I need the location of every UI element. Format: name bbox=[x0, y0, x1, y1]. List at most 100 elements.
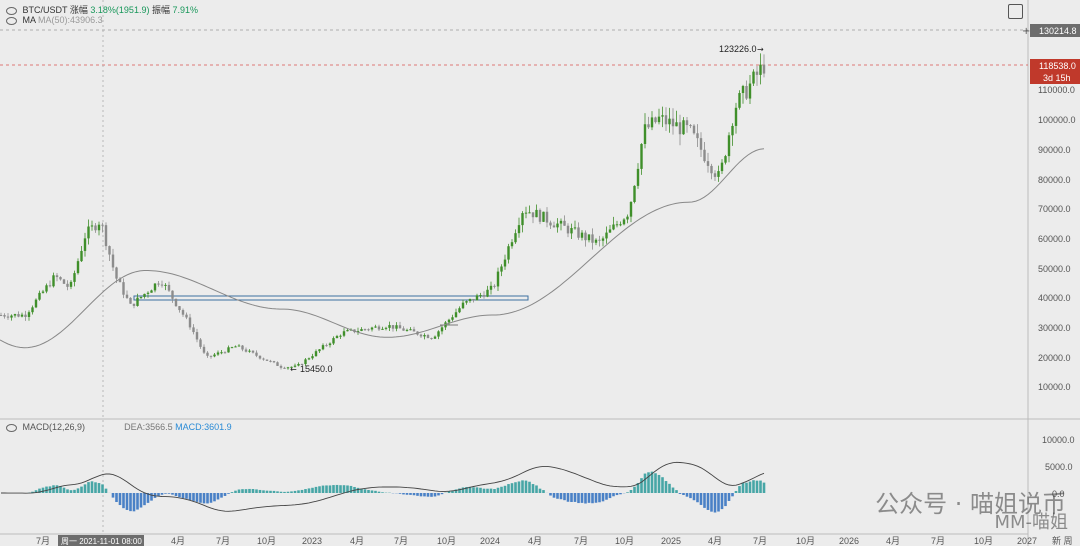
time-label: 7月 bbox=[753, 536, 767, 546]
macd-bar bbox=[601, 493, 605, 502]
candle-body bbox=[402, 328, 405, 331]
macd-bar bbox=[430, 493, 433, 497]
candle-body bbox=[286, 367, 290, 369]
macd-bar bbox=[661, 477, 664, 493]
macd-bar bbox=[328, 485, 332, 493]
macd-bar bbox=[454, 489, 458, 493]
candle-body bbox=[290, 366, 293, 368]
macd-bar bbox=[626, 492, 629, 493]
macd-bar bbox=[559, 493, 563, 500]
macd-bar bbox=[636, 483, 640, 493]
candle-body bbox=[388, 325, 391, 328]
candle-body bbox=[31, 307, 34, 313]
macd-bar bbox=[311, 487, 314, 493]
candle-body bbox=[174, 298, 178, 307]
candle-body bbox=[129, 297, 132, 304]
candle-body bbox=[454, 312, 458, 318]
macd-bar bbox=[657, 474, 661, 493]
candle-body bbox=[633, 185, 636, 202]
macd-bar bbox=[531, 484, 535, 493]
macd-bar bbox=[717, 493, 720, 512]
candle-body bbox=[153, 283, 157, 291]
candle-body bbox=[346, 330, 349, 332]
candle-body bbox=[101, 224, 104, 226]
candle-body bbox=[580, 232, 584, 238]
macd-bar bbox=[699, 493, 703, 505]
candle-body bbox=[276, 362, 279, 366]
candle-body bbox=[45, 285, 48, 292]
macd-bar bbox=[62, 487, 66, 493]
candle-body bbox=[556, 223, 559, 228]
macd-bar bbox=[640, 478, 643, 493]
candle-body bbox=[647, 124, 650, 128]
candle-body bbox=[332, 338, 335, 344]
macd-bar bbox=[237, 489, 241, 493]
macd-bar bbox=[521, 480, 524, 493]
macd-bar bbox=[671, 487, 675, 493]
macd-bar bbox=[738, 486, 741, 493]
candle-body bbox=[570, 228, 573, 234]
eye-icon[interactable] bbox=[6, 423, 17, 432]
candle-body bbox=[619, 224, 622, 226]
eye-icon[interactable] bbox=[6, 16, 17, 25]
candle-body bbox=[675, 122, 678, 127]
macd-bar bbox=[710, 493, 713, 512]
price-tick: 70000.0 bbox=[1038, 204, 1071, 214]
candle-body bbox=[752, 71, 755, 84]
macd-bar bbox=[734, 491, 738, 493]
candle-body bbox=[741, 86, 745, 94]
macd-bar bbox=[129, 493, 132, 512]
candle-body bbox=[20, 314, 24, 317]
fullscreen-icon[interactable] bbox=[1008, 4, 1023, 19]
candle-body bbox=[209, 355, 213, 357]
macd-bar bbox=[293, 490, 297, 493]
macd-bar bbox=[629, 489, 633, 493]
candle-body bbox=[0, 315, 3, 317]
candle-body bbox=[654, 117, 657, 123]
macd-bar bbox=[402, 493, 405, 495]
macd-bar bbox=[615, 493, 619, 496]
macd-bar bbox=[94, 482, 97, 493]
macd-bar bbox=[556, 493, 559, 499]
macd-bar bbox=[55, 485, 59, 493]
macd-header: MACD(12,26,9) DEA:3566.5 MACD:3601.9 bbox=[6, 422, 232, 432]
macd-bar bbox=[500, 486, 503, 493]
candle-body bbox=[538, 209, 542, 222]
macd-bar bbox=[727, 493, 731, 501]
candle-body bbox=[738, 93, 741, 108]
macd-bar bbox=[451, 490, 454, 493]
symbol-header: BTC/USDT 涨幅 3.18%(1951.9) 振幅 7.91% bbox=[6, 3, 198, 16]
candle-body bbox=[339, 335, 342, 337]
time-label: 10月 bbox=[257, 536, 276, 546]
candle-body bbox=[97, 224, 101, 231]
candle-body bbox=[626, 216, 629, 220]
macd-bar bbox=[405, 493, 409, 495]
macd-bar bbox=[115, 493, 118, 503]
macd-bar bbox=[706, 493, 710, 510]
candle-body bbox=[115, 267, 118, 279]
macd-bar bbox=[143, 493, 146, 506]
candle-body bbox=[440, 327, 444, 332]
candle-body bbox=[237, 345, 241, 347]
candle-body bbox=[164, 284, 167, 286]
eye-icon[interactable] bbox=[6, 6, 17, 15]
macd-bar bbox=[668, 483, 671, 493]
macd-bar bbox=[136, 493, 139, 510]
macd-bar bbox=[461, 487, 465, 493]
macd-bar bbox=[290, 491, 293, 493]
candle-body bbox=[668, 118, 671, 125]
candle-body bbox=[279, 365, 283, 368]
macd-bar bbox=[258, 489, 262, 493]
change-value: 3.18%(1951.9) bbox=[90, 5, 150, 15]
macd-bar bbox=[689, 493, 692, 499]
candle-body bbox=[657, 116, 661, 123]
candle-body bbox=[227, 347, 230, 353]
macd-bar bbox=[479, 487, 482, 493]
macd-bar bbox=[174, 493, 178, 497]
candle-body bbox=[87, 226, 90, 239]
macd-bar bbox=[339, 485, 342, 493]
price-tick: 10000.0 bbox=[1038, 382, 1071, 392]
candle-body bbox=[419, 334, 423, 337]
candle-body bbox=[528, 212, 531, 214]
